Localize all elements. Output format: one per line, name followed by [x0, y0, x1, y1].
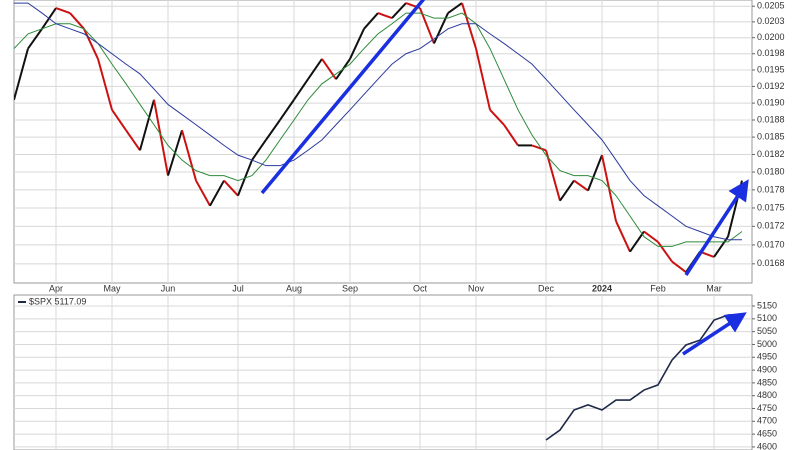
- x-tick-label: Nov: [468, 283, 485, 293]
- y-tick-label: 4800: [757, 390, 777, 400]
- price-segment: [181, 129, 197, 181]
- price-segment: [349, 28, 365, 60]
- y-tick-label: 0.0200: [757, 32, 785, 42]
- trend-arrows: [260, 0, 749, 356]
- price-segment: [615, 220, 631, 253]
- price-segment: [223, 179, 239, 197]
- price-segment: [14, 48, 29, 101]
- trend-arrow: [260, 0, 426, 195]
- x-tick-label: Aug: [286, 283, 302, 293]
- y-tick-label: 0.0190: [757, 97, 785, 107]
- price-segment: [573, 179, 589, 192]
- price-segment: [377, 12, 393, 20]
- series-line: [545, 313, 743, 441]
- x-tick-label: Oct: [413, 283, 428, 293]
- price-segment: [391, 2, 407, 19]
- price-segment: [83, 28, 99, 60]
- x-tick-label: Sep: [342, 283, 358, 293]
- y-tick-label: 5150: [757, 300, 777, 310]
- y-tick-label: 4750: [757, 403, 777, 413]
- y-tick-label: 4900: [757, 364, 777, 374]
- y-tick-label: 0.0205: [757, 1, 785, 11]
- y-tick-label: 4650: [757, 428, 777, 438]
- price-segment: [545, 150, 561, 201]
- y-tick-label: 5100: [757, 313, 777, 323]
- price-segment: [293, 78, 309, 101]
- price-segment: [643, 230, 659, 243]
- x-tick-label: Apr: [49, 283, 63, 293]
- series-line: [14, 12, 743, 247]
- bottom-panel: [13, 294, 753, 450]
- trend-arrow: [684, 179, 749, 276]
- price-segment: [279, 99, 295, 121]
- price-segment: [503, 124, 519, 146]
- price-segment: [209, 180, 225, 207]
- price-segment: [475, 48, 491, 111]
- price-segment: [447, 2, 463, 14]
- y-tick-label: 0.0175: [757, 202, 785, 212]
- y-tick-label: 0.0185: [757, 131, 785, 141]
- trend-arrow: [682, 312, 747, 356]
- price-segment: [713, 236, 729, 258]
- price-segment: [531, 144, 547, 152]
- top-panel: [13, 0, 753, 284]
- y-tick-label: 0.0172: [757, 221, 785, 231]
- x-tick-label: May: [103, 283, 121, 293]
- legend-label: $SPX 5117.09: [29, 296, 86, 306]
- x-tick-label: Dec: [538, 283, 555, 293]
- x-tick-label: Mar: [706, 283, 722, 293]
- y-tick-label: 5000: [757, 339, 777, 349]
- price-segment: [111, 109, 127, 131]
- price-segment: [671, 260, 687, 274]
- series-line: [14, 2, 742, 241]
- y-tick-label: 4950: [757, 352, 777, 362]
- price-segment: [153, 99, 169, 176]
- price-segment: [195, 180, 211, 207]
- price-segment: [251, 139, 267, 161]
- price-segment: [489, 109, 505, 126]
- price-segment: [139, 99, 155, 151]
- price-segment: [587, 154, 603, 191]
- y-tick-label: 4600: [757, 441, 777, 450]
- price-segment: [657, 241, 673, 263]
- y-tick-label: 0.0198: [757, 48, 785, 58]
- y-tick-label: 0.0203: [757, 16, 785, 26]
- price-segment: [363, 12, 379, 30]
- price-segment: [55, 7, 71, 15]
- plot-area: [14, 295, 752, 450]
- x-tick-label: 2024: [592, 283, 612, 293]
- y-tick-label: 4850: [757, 377, 777, 387]
- y-tick-label: 0.0170: [757, 239, 785, 249]
- x-tick-label: Jun: [161, 283, 176, 293]
- price-segment: [307, 58, 323, 80]
- y-tick-label: 0.0178: [757, 184, 785, 194]
- price-segment: [27, 28, 43, 50]
- price-segment: [559, 180, 575, 202]
- price-segment: [69, 12, 85, 30]
- y-tick-label: 0.0180: [757, 166, 785, 176]
- price-segment: [629, 230, 645, 253]
- x-tick-label: Jul: [232, 283, 244, 293]
- y-tick-label: 0.0192: [757, 81, 785, 91]
- x-tick-label: Feb: [650, 283, 666, 293]
- y-tick-label: 0.0195: [757, 64, 785, 74]
- y-tick-label: 0.0188: [757, 114, 785, 124]
- price-segment: [125, 129, 141, 151]
- y-tick-label: 0.0168: [757, 258, 785, 268]
- price-segment: [97, 58, 113, 111]
- price-segment: [461, 2, 477, 49]
- y-tick-label: 4700: [757, 416, 777, 426]
- y-tick-label: 5050: [757, 326, 777, 336]
- plot-area: [14, 0, 752, 283]
- price-segment: [265, 119, 281, 141]
- y-tick-label: 0.0182: [757, 149, 785, 159]
